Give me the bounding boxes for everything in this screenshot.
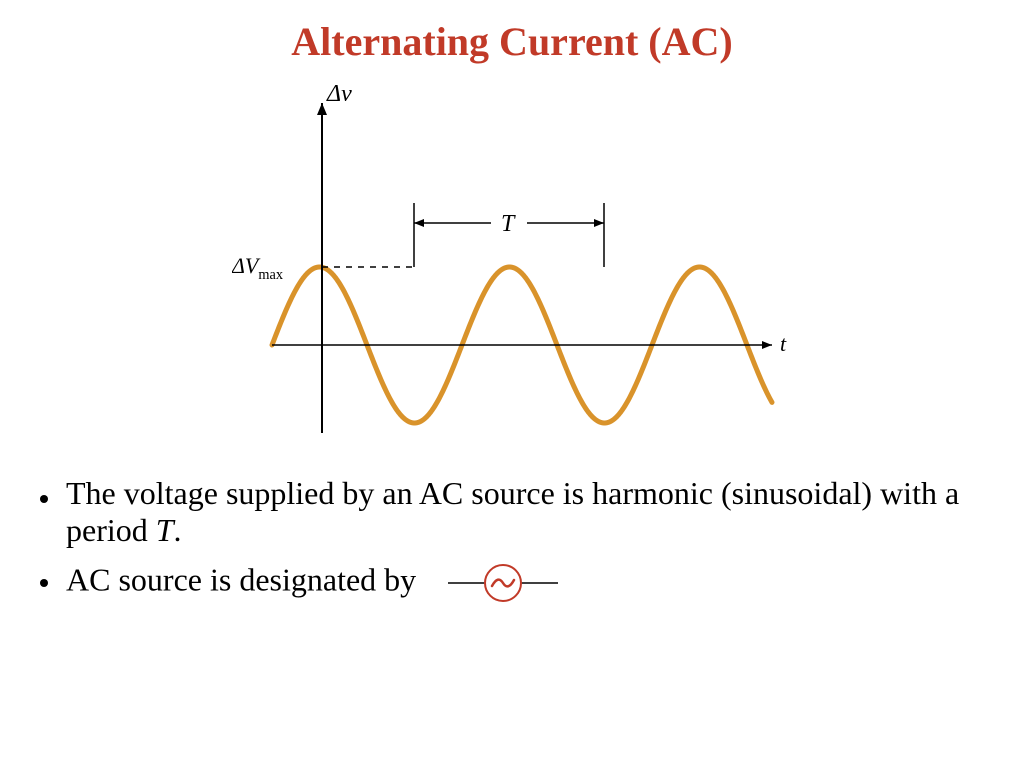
page-title: Alternating Current (AC) [0,0,1024,65]
bullet-post: . [174,512,182,548]
bullet-pre: The voltage supplied by an AC source is … [66,475,959,548]
svg-text:Δv: Δv [326,81,352,107]
bullet-item: The voltage supplied by an AC source is … [40,475,960,549]
bullet-item: AC source is designated by [40,559,960,607]
ac-source-symbol [448,563,558,611]
svg-text:t: t [780,331,787,356]
svg-text:ΔVmax: ΔVmax [232,253,283,283]
svg-text:T: T [501,211,516,237]
bullet-italic: T [156,512,174,548]
bullet-pre: AC source is designated by [66,561,416,597]
bullet-text: AC source is designated by [66,559,558,607]
sine-chart: Δv t ΔVmax T [232,73,792,453]
bullet-dot-icon [40,579,48,587]
bullet-list: The voltage supplied by an AC source is … [40,475,960,616]
title-text: Alternating Current (AC) [291,19,732,64]
bullet-dot-icon [40,495,48,503]
sine-chart-container: Δv t ΔVmax T [0,73,1024,453]
bullet-text: The voltage supplied by an AC source is … [66,475,960,549]
